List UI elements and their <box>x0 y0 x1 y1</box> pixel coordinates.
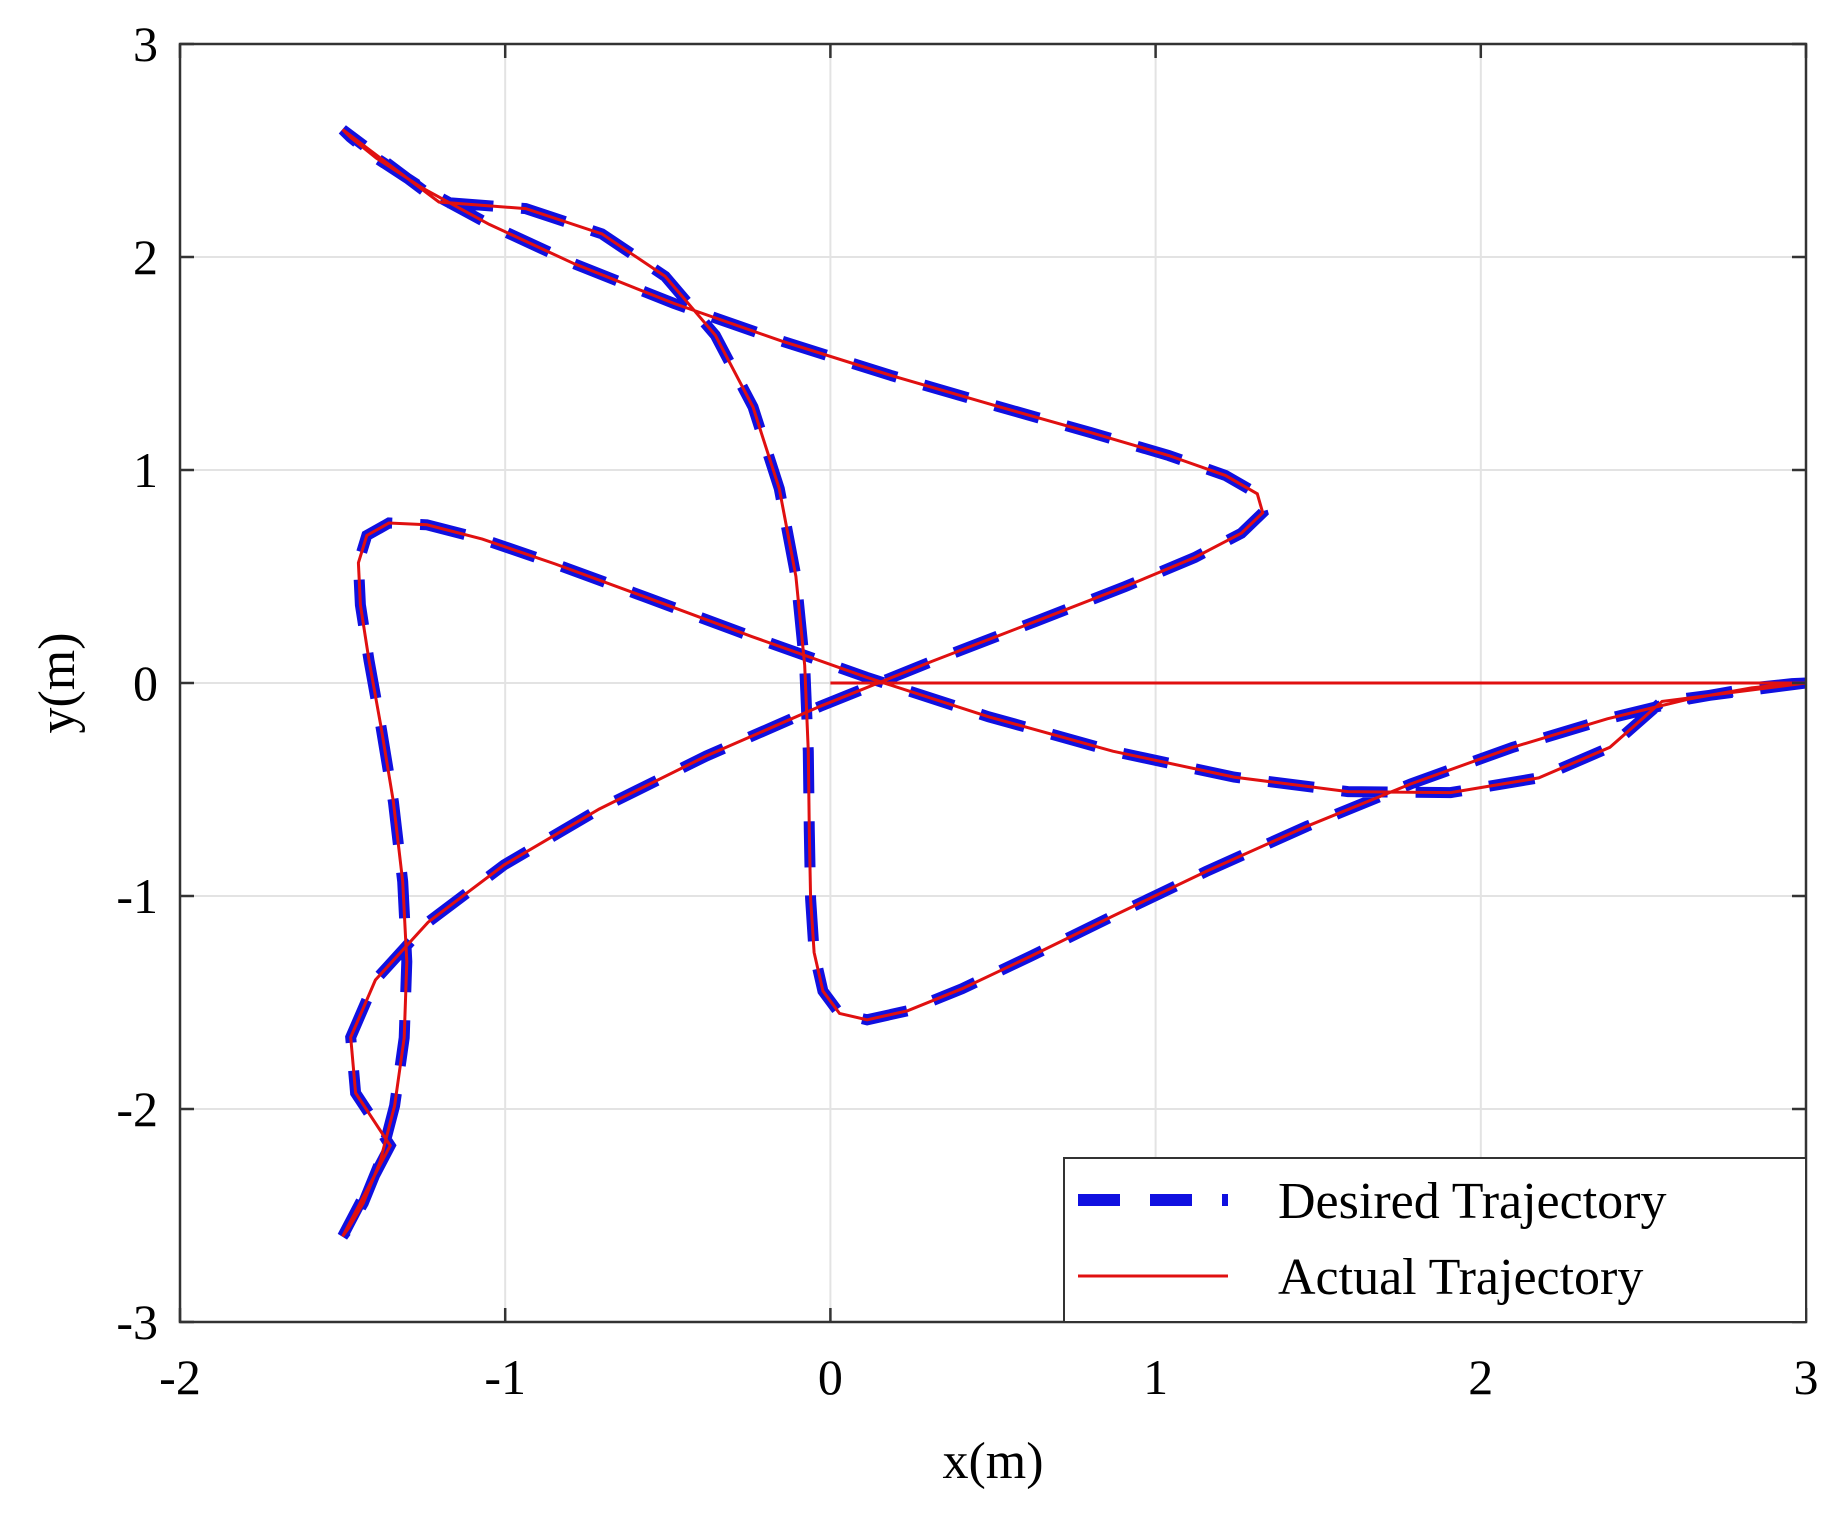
y-tick-label: 3 <box>133 16 158 72</box>
series-layer <box>337 125 1807 1240</box>
y-tick-label: 2 <box>133 229 158 285</box>
x-tick-label: 1 <box>1143 1349 1168 1405</box>
y-tick-label: -2 <box>116 1081 158 1137</box>
y-tick-label: 1 <box>133 442 158 498</box>
legend: Desired Trajectory Actual Trajectory <box>1063 1157 1807 1323</box>
y-tick-label: 0 <box>133 655 158 711</box>
y-tick-label: -3 <box>116 1294 158 1350</box>
x-tick-label: -2 <box>159 1349 201 1405</box>
series-actual-trajectory <box>341 128 1807 1238</box>
legend-label-desired: Desired Trajectory <box>1278 1173 1666 1230</box>
x-tick-label: 0 <box>818 1349 843 1405</box>
x-tick-label: -1 <box>484 1349 526 1405</box>
legend-label-actual: Actual Trajectory <box>1278 1249 1643 1306</box>
x-tick-label: 3 <box>1794 1349 1819 1405</box>
x-axis-title: x(m) <box>942 1433 1043 1490</box>
x-tick-label: 2 <box>1468 1349 1493 1405</box>
y-tick-label: -1 <box>116 868 158 924</box>
y-axis-title: y(m) <box>29 632 86 733</box>
legend-box <box>1063 1157 1807 1323</box>
